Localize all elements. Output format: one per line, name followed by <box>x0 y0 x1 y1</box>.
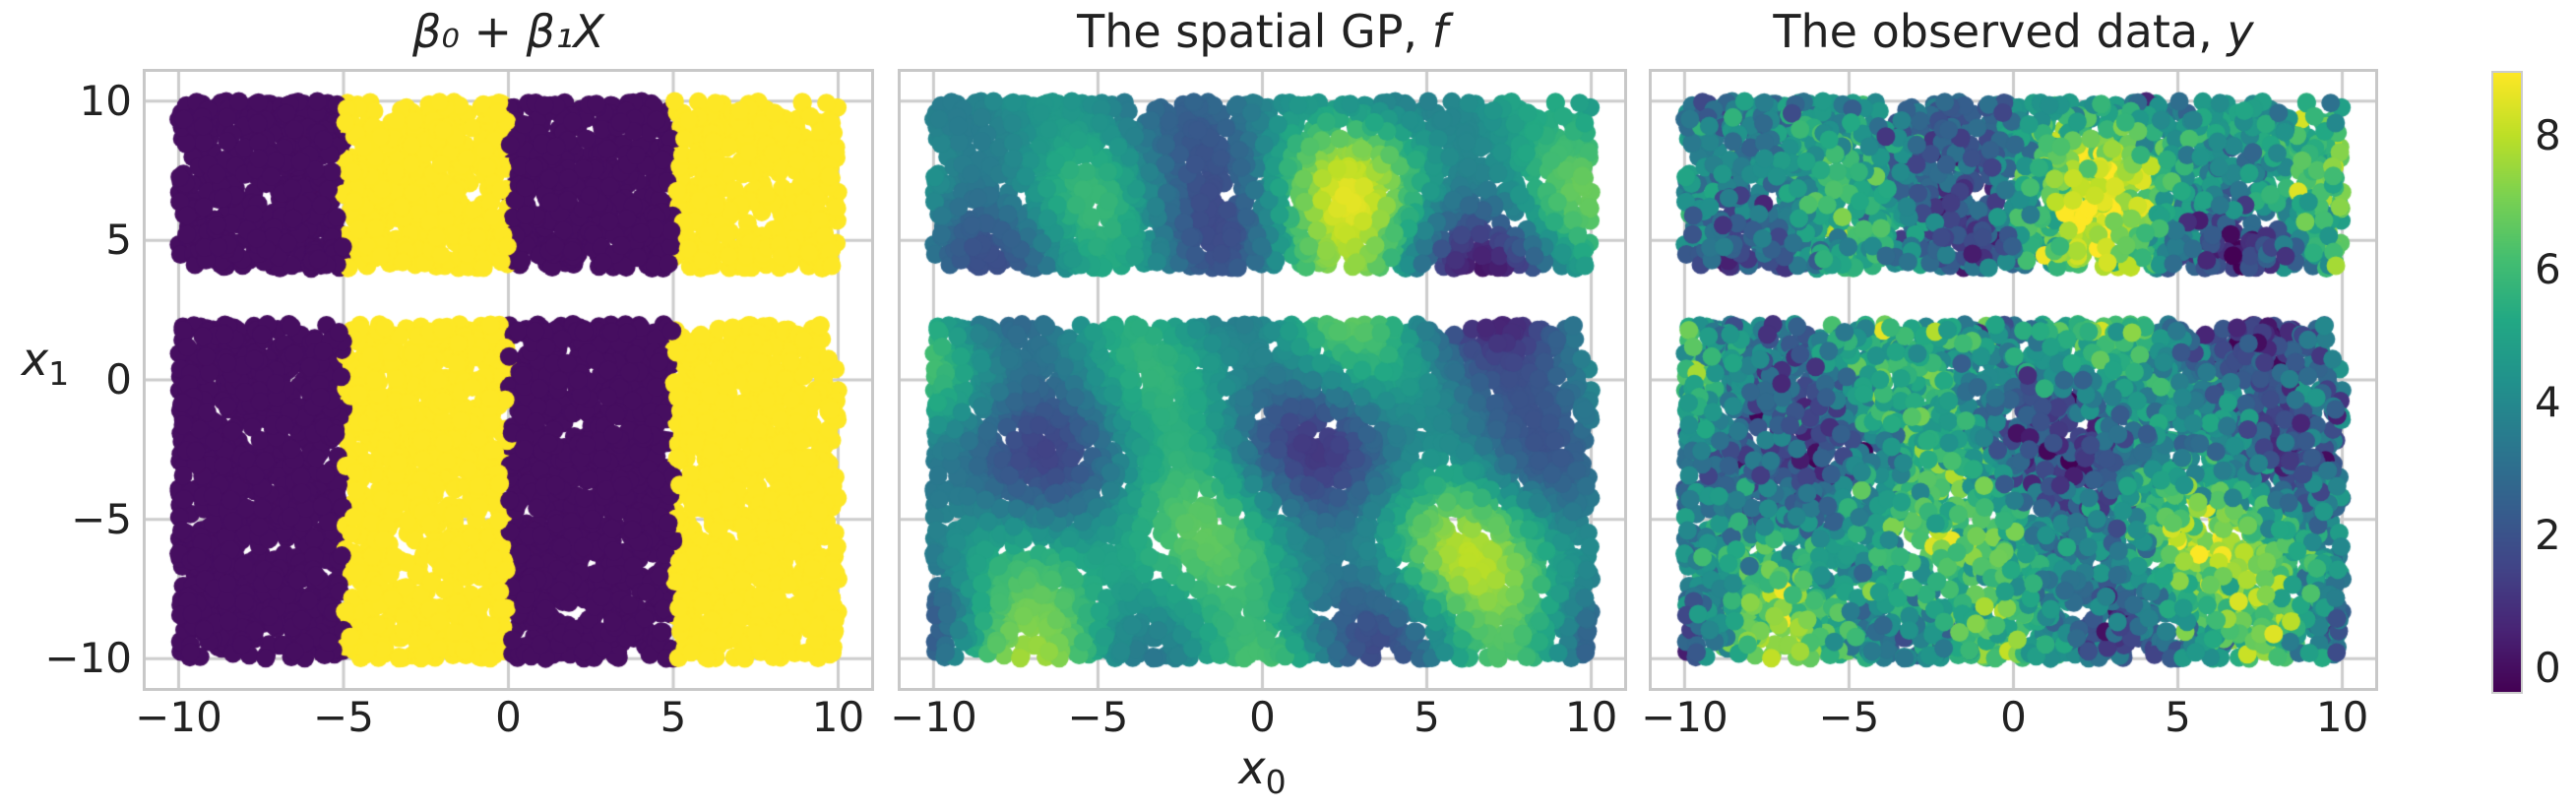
colorbar-tick-label: 4 <box>2535 377 2561 426</box>
panel-linear-predictor <box>143 69 874 691</box>
x-axis-label-subscript: 0 <box>1265 763 1287 802</box>
x-tick-label: 10 <box>1564 693 1618 741</box>
colorbar <box>2491 71 2523 694</box>
y-tick-label: 5 <box>105 216 132 265</box>
panel-title-plain: The observed data, <box>1773 5 2228 58</box>
y-tick-label: 0 <box>105 355 132 404</box>
panel-spatial-gp <box>898 69 1627 691</box>
scatter-canvas-observed-data <box>1652 72 2375 688</box>
x-tick-label: 5 <box>660 693 687 741</box>
x-tick-label: 0 <box>2000 693 2027 741</box>
x-tick-label: −10 <box>890 693 977 741</box>
colorbar-tick-label: 6 <box>2535 244 2561 293</box>
x-tick-label: 10 <box>2315 693 2369 741</box>
colorbar-gradient-canvas <box>2493 73 2521 692</box>
x-tick-label: 0 <box>495 693 522 741</box>
y-tick-label: −5 <box>71 494 132 543</box>
x-tick-label: 5 <box>1414 693 1440 741</box>
scatter-canvas-spatial-gp <box>901 72 1624 688</box>
x-tick-label: −5 <box>1067 693 1129 741</box>
panel-observed-data <box>1649 69 2378 691</box>
panel-title-spatial-gp: The spatial GP, f <box>898 2 1627 61</box>
x-tick-label: 0 <box>1249 693 1276 741</box>
scatter-canvas-linear-predictor <box>146 72 871 688</box>
x-tick-label: −10 <box>1641 693 1728 741</box>
colorbar-tick-label: 8 <box>2535 111 2561 160</box>
y-tick-label: 10 <box>79 76 132 125</box>
y-tick-label: −10 <box>44 634 132 683</box>
x-axis-label: x0 <box>898 740 1627 810</box>
panel-title-var: f <box>1431 5 1448 58</box>
x-axis-label-base: x <box>1238 741 1266 794</box>
x-tick-label: −5 <box>313 693 374 741</box>
x-tick-label: 10 <box>811 693 865 741</box>
y-axis-label-base: x <box>21 333 49 386</box>
panel-title-linear-predictor: β₀ + β₁X <box>143 2 874 61</box>
y-axis-label-subscript: 1 <box>48 354 70 394</box>
y-axis-label: x1 <box>0 332 91 402</box>
panel-title-observed-data: The observed data, y <box>1649 2 2378 61</box>
colorbar-tick-label: 0 <box>2535 644 2561 693</box>
x-tick-label: −10 <box>135 693 222 741</box>
colorbar-tick-label: 2 <box>2535 511 2561 560</box>
x-tick-label: −5 <box>1818 693 1880 741</box>
panel-title-plain: The spatial GP, <box>1077 5 1432 58</box>
x-tick-label: 5 <box>2165 693 2191 741</box>
panel-title-var: β₀ + β₁X <box>412 5 604 58</box>
panel-title-var: y <box>2227 5 2254 58</box>
